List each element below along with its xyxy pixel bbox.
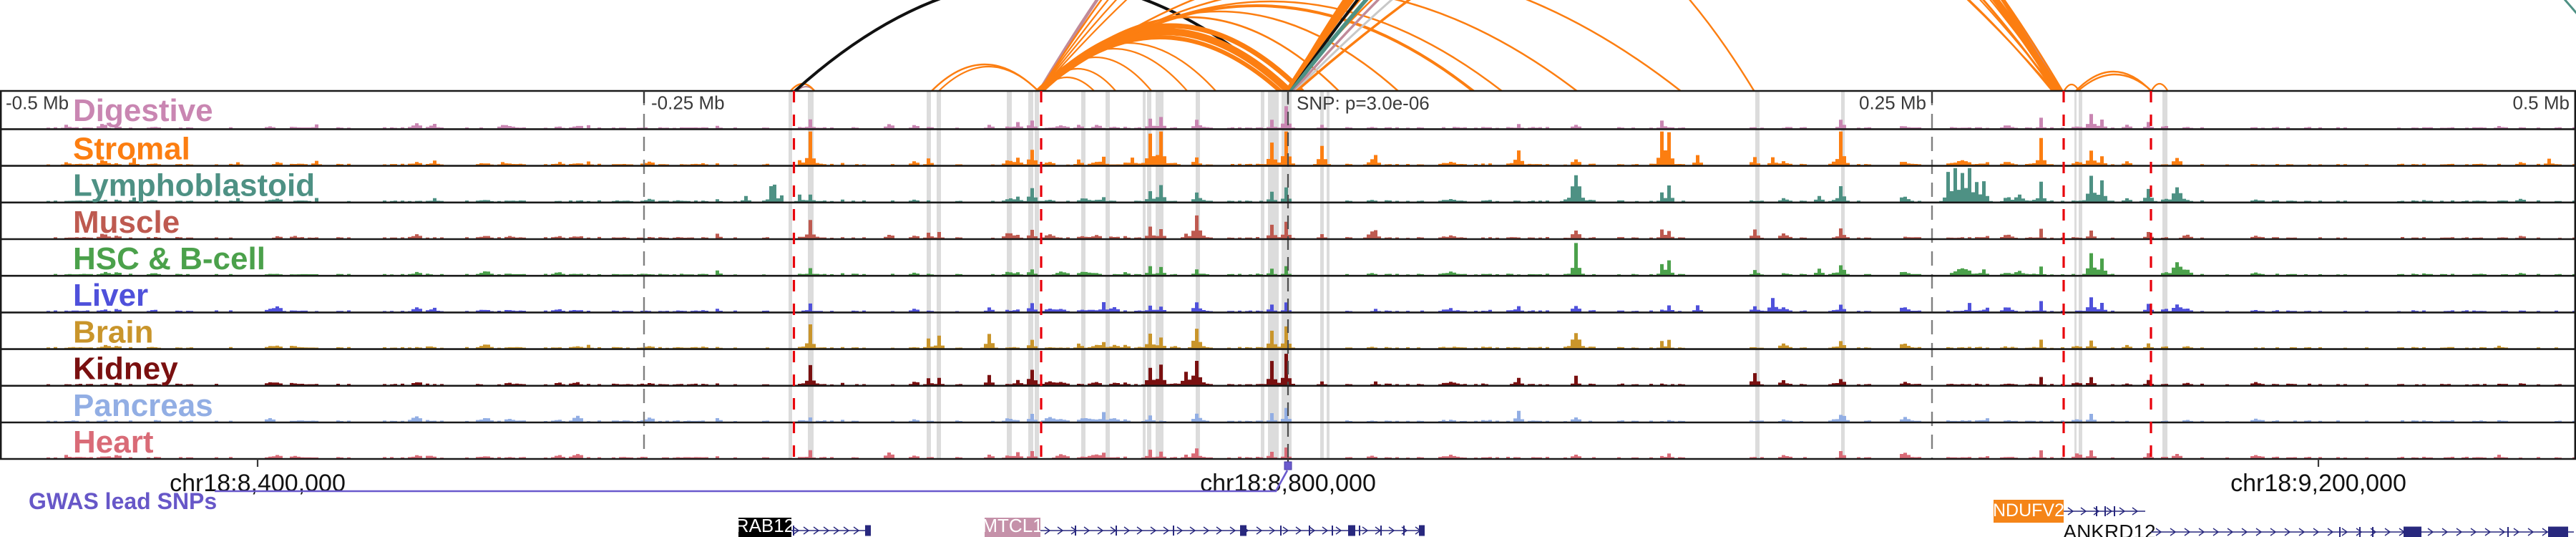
svg-text:Heart: Heart (73, 425, 154, 460)
svg-text:NDUFV2: NDUFV2 (1993, 500, 2064, 521)
svg-text:Lymphoblastoid: Lymphoblastoid (73, 168, 315, 203)
svg-text:Digestive: Digestive (73, 93, 213, 128)
svg-text:chr18:8,800,000: chr18:8,800,000 (1200, 470, 1376, 497)
svg-text:-0.25 Mb: -0.25 Mb (651, 92, 725, 114)
svg-text:-0.5 Mb: -0.5 Mb (6, 92, 69, 114)
svg-text:Liver: Liver (73, 278, 148, 313)
svg-text:chr18:8,400,000: chr18:8,400,000 (170, 470, 346, 497)
svg-text:0.5 Mb: 0.5 Mb (2513, 92, 2570, 114)
svg-text:HSC & B-cell: HSC & B-cell (73, 241, 265, 276)
svg-text:RAB12: RAB12 (736, 515, 794, 536)
svg-text:Brain: Brain (73, 314, 153, 349)
svg-text:0.25 Mb: 0.25 Mb (1859, 92, 1926, 114)
svg-text:Muscle: Muscle (73, 205, 180, 240)
svg-text:GWAS lead SNPs: GWAS lead SNPs (29, 488, 217, 514)
svg-text:ANKRD12: ANKRD12 (2063, 521, 2155, 537)
svg-text:Pancreas: Pancreas (73, 388, 213, 423)
svg-text:chr18:9,200,000: chr18:9,200,000 (2230, 470, 2406, 497)
svg-text:MTCL1: MTCL1 (982, 515, 1043, 536)
svg-text:Kidney: Kidney (73, 352, 178, 387)
svg-text:Stromal: Stromal (73, 131, 190, 166)
svg-text:SNP: p=3.0e-06: SNP: p=3.0e-06 (1297, 92, 1430, 114)
